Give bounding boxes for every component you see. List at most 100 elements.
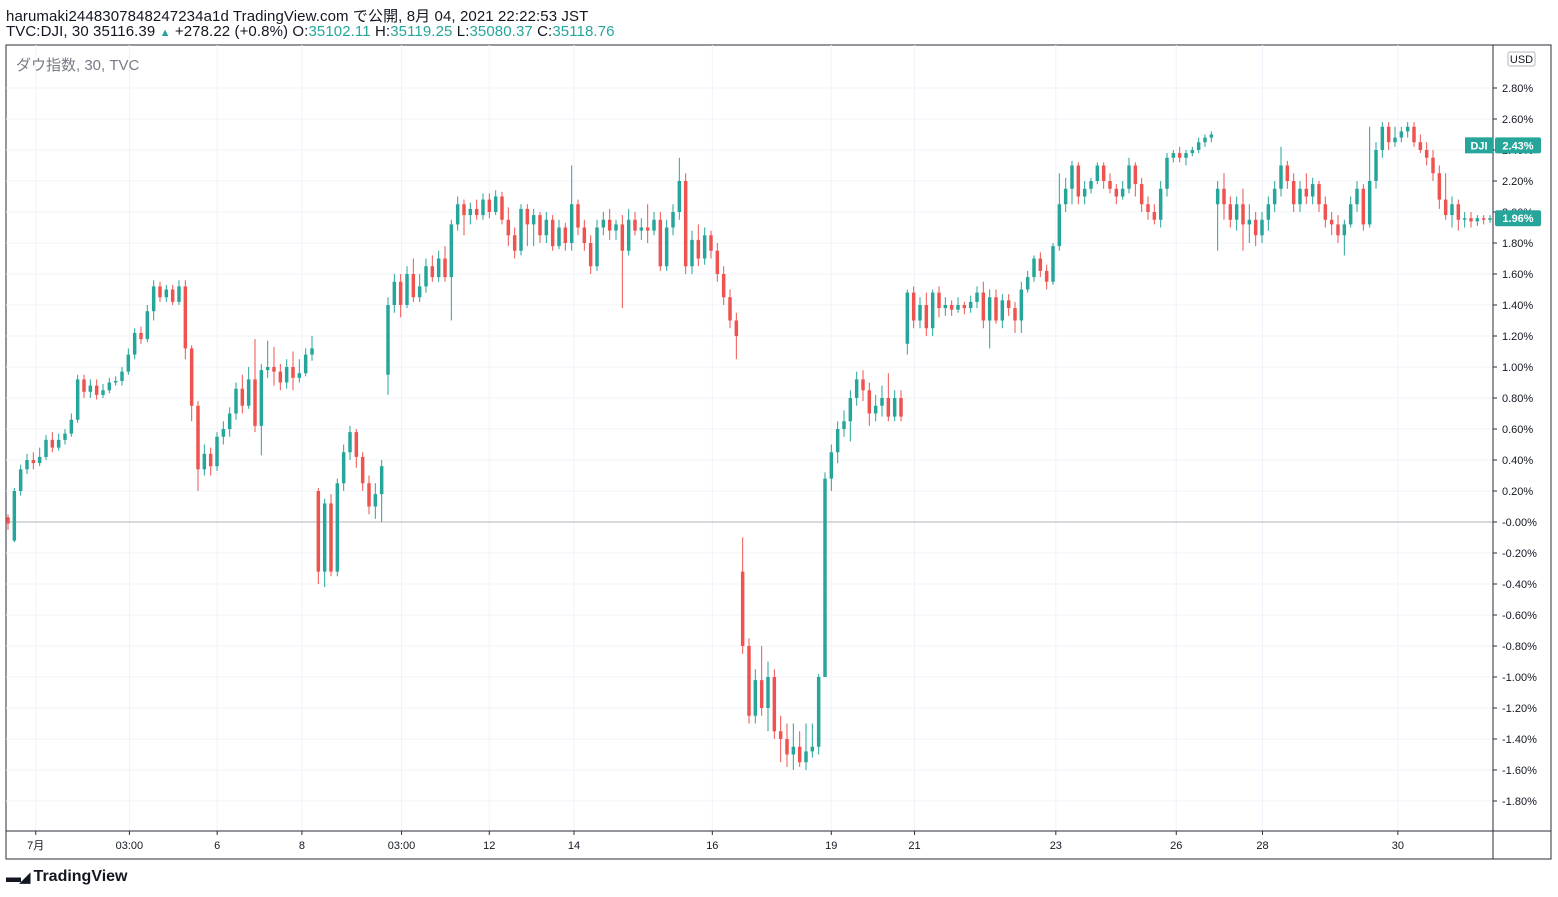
candle-body <box>1412 126 1416 143</box>
candle-body <box>1241 204 1245 225</box>
candle-body <box>139 332 143 340</box>
candle-body <box>1234 204 1239 220</box>
y-axis-tick-label: 1.00% <box>1502 362 1533 374</box>
candle-body <box>924 305 929 329</box>
open-value: 35102.11 <box>308 23 371 40</box>
candle-body <box>37 456 42 464</box>
price-tag-symbol: DJI <box>1470 140 1487 152</box>
candle-body <box>398 281 403 305</box>
price-tag-symbol-box <box>1465 137 1493 154</box>
candle-body <box>310 348 314 355</box>
y-axis-tick-label: 0.20% <box>1502 486 1533 498</box>
candle-body <box>1253 219 1258 236</box>
candle-body <box>1196 142 1201 150</box>
candle-body <box>823 478 827 677</box>
candle-body <box>430 266 435 278</box>
y-axis-tick-label: -1.60% <box>1502 765 1537 777</box>
candle-body <box>1266 204 1271 220</box>
candle-body <box>525 208 530 225</box>
candle-body <box>1165 157 1169 189</box>
candle-body <box>1469 218 1473 222</box>
candle-body <box>943 305 948 309</box>
price-tag-box <box>1495 210 1541 227</box>
y-axis-tick-label: 1.20% <box>1502 331 1533 343</box>
x-axis-tick-label: 30 <box>1392 840 1404 852</box>
candle-body <box>1019 289 1024 321</box>
candle-body <box>835 429 840 453</box>
candle-body <box>664 227 669 267</box>
candle-body <box>671 212 675 228</box>
candle-body <box>702 235 707 259</box>
candle-body <box>316 491 321 572</box>
candle-body <box>462 204 466 216</box>
candle-body <box>1082 188 1087 197</box>
x-axis-tick-label: 14 <box>568 840 580 852</box>
candle-body <box>126 354 131 372</box>
close-label: C: <box>537 23 553 40</box>
candle-body <box>620 224 625 251</box>
price-tag-value: 2.43% <box>1502 140 1533 152</box>
candle-body <box>683 181 688 267</box>
candle-body <box>113 380 118 383</box>
candle-body <box>601 219 606 228</box>
candle-body <box>1146 204 1150 212</box>
candle-body <box>75 379 80 420</box>
candle-body <box>6 517 10 524</box>
candle-body <box>1399 131 1404 138</box>
candle-body <box>202 453 207 470</box>
candle-body <box>183 286 188 349</box>
candle-body <box>1431 157 1435 174</box>
candle-body <box>975 292 979 302</box>
candle-body <box>867 390 872 414</box>
candle-body <box>151 286 156 312</box>
candle-body <box>994 297 998 321</box>
candle-body <box>1386 126 1391 143</box>
candle-body <box>44 439 48 457</box>
x-axis-tick-label: 26 <box>1170 840 1182 852</box>
candle-body <box>1481 218 1486 220</box>
candle-body <box>1336 224 1340 236</box>
currency-badge[interactable] <box>1507 51 1536 67</box>
candle-body <box>1209 134 1214 138</box>
candle-body <box>550 219 555 247</box>
candle-body <box>50 439 55 448</box>
candle-body <box>18 469 23 491</box>
price-tag-value: 1.96% <box>1502 213 1533 225</box>
candle-body <box>234 388 238 414</box>
candle-body <box>196 405 200 470</box>
candle-body <box>82 379 86 392</box>
candle-body <box>164 289 169 298</box>
candle-body <box>880 398 884 406</box>
candle-body <box>639 227 644 231</box>
candle-body <box>253 379 257 426</box>
y-axis-tick-label: 1.80% <box>1502 238 1533 250</box>
x-axis-tick-label: 28 <box>1256 840 1268 852</box>
candle-body <box>1038 258 1043 271</box>
candle-body <box>848 398 853 422</box>
candle-body <box>753 680 758 716</box>
candle-body <box>512 235 517 251</box>
candle-body <box>12 491 17 541</box>
candle-body <box>519 208 523 251</box>
candle-body <box>829 452 834 479</box>
candle-body <box>158 286 162 298</box>
candle-body <box>1424 150 1429 158</box>
candle-body <box>329 503 333 572</box>
candle-body <box>272 367 276 372</box>
tradingview-logo-icon: ▬◢ <box>6 869 31 886</box>
candle-body <box>1393 137 1397 143</box>
candle-body <box>1152 212 1157 220</box>
candle-body <box>930 292 935 329</box>
candle-body <box>474 208 479 216</box>
candle-body <box>1222 188 1226 205</box>
candle-body <box>1076 165 1081 197</box>
candle-body <box>690 239 694 267</box>
candle-body <box>595 227 599 267</box>
low-value: 35080.37 <box>469 23 533 40</box>
chart-header-ohlc: TVC:DJI, 30 35116.39 ▲ +278.22 (+0.8%) O… <box>6 23 615 40</box>
candle-body <box>633 219 637 231</box>
candle-body <box>1342 224 1347 236</box>
candle-body <box>1488 218 1492 220</box>
candle-body <box>1006 300 1011 309</box>
